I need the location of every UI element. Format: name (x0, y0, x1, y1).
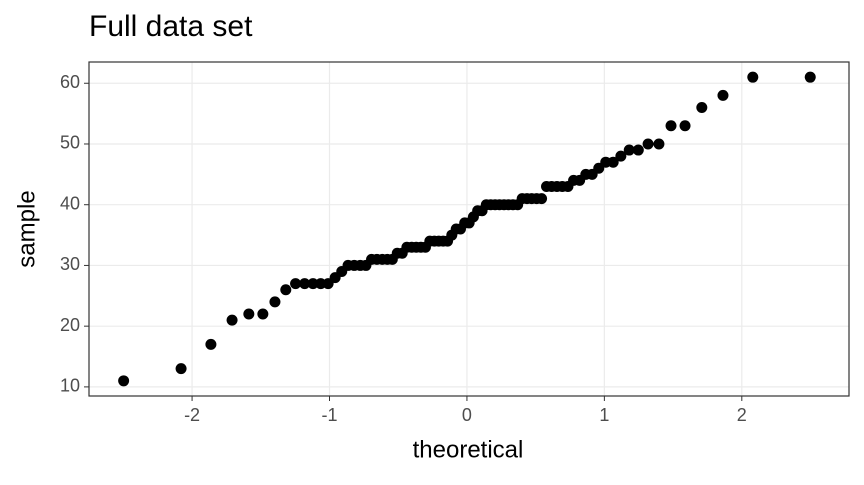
point (747, 71, 759, 83)
point (257, 308, 269, 320)
point (696, 102, 708, 114)
point (280, 284, 292, 296)
x-tick-label: 1 (599, 405, 609, 425)
chart-title: Full data set (89, 10, 253, 43)
x-tick-label: 2 (737, 405, 747, 425)
point (205, 338, 217, 350)
x-axis-label: theoretical (413, 436, 524, 463)
y-tick-label: 40 (60, 193, 80, 213)
point (615, 150, 627, 162)
point (632, 144, 644, 156)
points (118, 71, 816, 387)
point (243, 308, 255, 320)
point (607, 156, 619, 168)
point (299, 278, 311, 290)
point (623, 144, 635, 156)
y-tick-label: 10 (60, 376, 80, 396)
point (290, 278, 302, 290)
y-tick-label: 30 (60, 254, 80, 274)
x-tick-label: 0 (462, 405, 472, 425)
point (536, 193, 548, 205)
x-tick-label: -2 (184, 405, 200, 425)
point (653, 138, 665, 150)
y-tick-label: 60 (60, 72, 80, 92)
point (269, 296, 281, 308)
y-tick-label: 50 (60, 133, 80, 153)
point (679, 120, 691, 132)
point (804, 71, 816, 83)
point (226, 314, 238, 326)
y-tick-label: 20 (60, 315, 80, 335)
point (642, 138, 654, 150)
point (665, 120, 677, 132)
y-axis-label: sample (13, 190, 40, 267)
point (175, 363, 187, 375)
point (307, 278, 319, 290)
grid (89, 62, 849, 396)
point (118, 375, 130, 387)
x-tick-label: -1 (321, 405, 337, 425)
panel-border (88, 61, 850, 397)
point (717, 89, 729, 101)
